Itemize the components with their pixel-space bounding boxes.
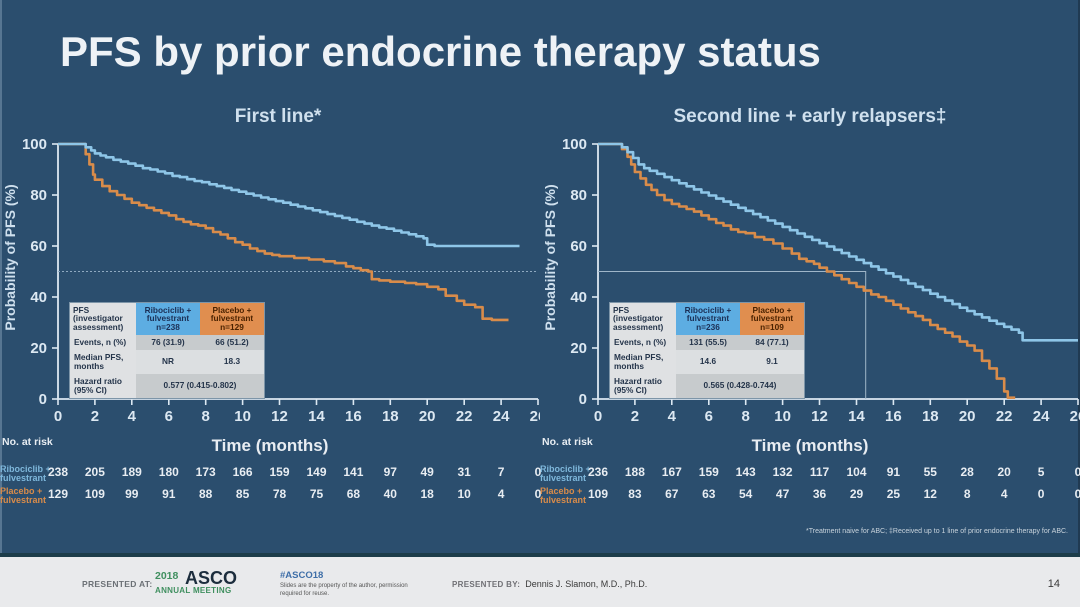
svg-text:20: 20: [959, 408, 976, 425]
svg-text:10: 10: [234, 408, 251, 425]
svg-text:60: 60: [30, 238, 47, 255]
svg-text:20: 20: [570, 340, 587, 357]
svg-text:26: 26: [530, 408, 540, 425]
svg-text:0: 0: [39, 391, 47, 408]
svg-text:24: 24: [1033, 408, 1050, 425]
svg-text:100: 100: [562, 136, 587, 153]
svg-text:2: 2: [631, 408, 639, 425]
svg-text:24: 24: [493, 408, 510, 425]
svg-text:0: 0: [594, 408, 602, 425]
svg-text:40: 40: [570, 289, 587, 306]
svg-text:14: 14: [308, 408, 325, 425]
svg-text:0: 0: [579, 391, 587, 408]
svg-text:18: 18: [382, 408, 399, 425]
svg-text:40: 40: [30, 289, 47, 306]
svg-text:8: 8: [742, 408, 750, 425]
svg-text:12: 12: [271, 408, 288, 425]
svg-text:0: 0: [54, 408, 62, 425]
svg-text:ASCO: ASCO: [185, 568, 237, 588]
svg-text:80: 80: [30, 187, 47, 204]
svg-text:ANNUAL MEETING: ANNUAL MEETING: [155, 586, 232, 595]
svg-text:26: 26: [1070, 408, 1080, 425]
svg-text:100: 100: [22, 136, 47, 153]
svg-text:80: 80: [570, 187, 587, 204]
svg-text:12: 12: [811, 408, 828, 425]
svg-text:4: 4: [668, 408, 677, 425]
svg-text:22: 22: [456, 408, 473, 425]
svg-text:4: 4: [128, 408, 137, 425]
svg-text:6: 6: [165, 408, 173, 425]
svg-text:16: 16: [885, 408, 902, 425]
svg-text:2: 2: [91, 408, 99, 425]
svg-text:8: 8: [202, 408, 210, 425]
svg-text:60: 60: [570, 238, 587, 255]
svg-text:16: 16: [345, 408, 362, 425]
svg-text:20: 20: [30, 340, 47, 357]
svg-text:14: 14: [848, 408, 865, 425]
svg-text:10: 10: [774, 408, 791, 425]
svg-text:2018: 2018: [155, 570, 179, 582]
svg-text:6: 6: [705, 408, 713, 425]
svg-text:18: 18: [922, 408, 939, 425]
svg-text:22: 22: [996, 408, 1013, 425]
svg-text:20: 20: [419, 408, 436, 425]
